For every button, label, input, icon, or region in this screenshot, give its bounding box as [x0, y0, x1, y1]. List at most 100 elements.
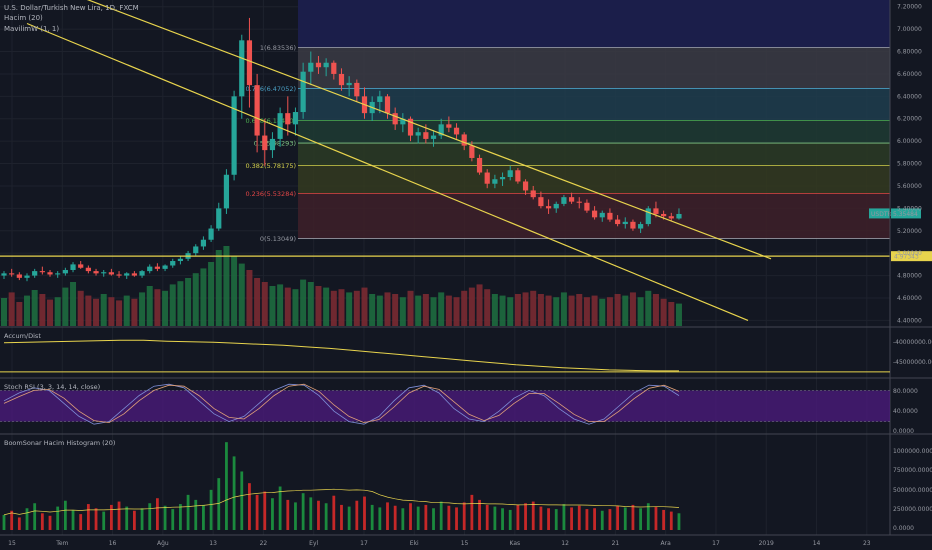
- stoch-pane-title[interactable]: Stoch RSI (3, 3, 14, 14, close): [4, 383, 100, 391]
- time-tick-label: Ara: [661, 540, 672, 547]
- time-tick-label: Ağu: [157, 540, 169, 547]
- candle-body: [599, 212, 605, 218]
- volume-bar: [338, 289, 345, 326]
- price-tick-label: 5.40000: [897, 205, 922, 212]
- time-tick-label: Tem: [55, 540, 68, 547]
- candle-body: [262, 135, 268, 151]
- volume-bar: [392, 294, 399, 326]
- volume-bar: [545, 295, 552, 326]
- volume-bar: [353, 290, 360, 326]
- fibonacci-retracement[interactable]: 1(6.83536) 0.786(6.47052) 0.618(6.18410) 0.…: [245, 0, 890, 243]
- histogram-ma-line: [3, 488, 680, 516]
- histogram-bar: [347, 506, 351, 530]
- candle-body: [653, 208, 659, 214]
- volume-bar: [622, 295, 629, 326]
- volume-bar: [323, 287, 330, 326]
- candle-body: [85, 267, 91, 272]
- histogram-bar: [202, 504, 205, 530]
- volume-bar: [629, 292, 636, 326]
- stoch-tick-label: 40.0000: [893, 408, 918, 415]
- candle-body: [124, 273, 130, 276]
- price-tick-label: 6.60000: [897, 71, 922, 78]
- histogram-bar: [585, 509, 589, 530]
- candle-body: [384, 96, 391, 114]
- histogram-bar: [86, 504, 90, 530]
- fib-level-label: 0.618(6.18410): [245, 117, 296, 125]
- histogram-bar: [340, 504, 343, 530]
- candle-body: [108, 272, 114, 275]
- candle-body: [377, 96, 383, 102]
- fib-level-label: 0(5.13049): [260, 235, 296, 243]
- candle-body: [522, 181, 529, 191]
- candle-body: [607, 212, 613, 220]
- stoch-tick-label: 80.0000: [893, 388, 918, 395]
- price-tick-label: 6.40000: [897, 93, 922, 100]
- volume-bar: [583, 297, 590, 326]
- time-tick-label: 2019: [759, 540, 774, 547]
- candle-body: [561, 197, 567, 204]
- volume-bar: [438, 292, 445, 326]
- histogram-bar: [416, 506, 420, 530]
- candle-body: [668, 216, 674, 219]
- time-tick-label: 17: [360, 540, 368, 547]
- histogram-bar: [148, 503, 152, 530]
- volume-bar: [169, 284, 176, 326]
- histogram-bar: [56, 506, 60, 530]
- histogram-bar: [278, 486, 282, 530]
- volume-bar: [200, 268, 207, 326]
- volume-bar: [31, 290, 38, 326]
- candle-body: [116, 274, 122, 276]
- fib-band-top: [298, 0, 890, 48]
- histogram-bar: [301, 493, 305, 530]
- histogram-bar: [623, 507, 627, 530]
- support-price-badge: [891, 251, 932, 262]
- candle-body: [630, 221, 636, 229]
- volume-bar: [637, 297, 644, 326]
- time-tick-label: 22: [260, 540, 268, 547]
- histogram-bar: [117, 501, 121, 530]
- histogram-bar: [393, 505, 397, 530]
- histogram-bar: [286, 499, 290, 530]
- histogram-bar: [71, 509, 75, 530]
- symbol-title[interactable]: U.S. Dollar/Turkish New Lira, 1D, FXCM: [4, 4, 139, 12]
- accum-pane-title[interactable]: Accum/Dist: [4, 332, 41, 340]
- study-volume-label[interactable]: Hacim (20): [4, 14, 43, 22]
- histogram-bar: [25, 508, 29, 530]
- axes: 15 Tem 16 Ağu 13 22 Eyl 17 Eki 15 Kas 12 21 Ara 17 2019…: [8, 4, 932, 547]
- hist-pane-title[interactable]: BoomSonar Hacim Histogram (20): [4, 439, 115, 447]
- candle-body: [39, 271, 45, 273]
- volume-bar: [468, 287, 475, 326]
- histogram-bar: [646, 503, 650, 530]
- candle-body: [584, 202, 590, 211]
- volume-bar: [8, 292, 15, 326]
- histogram-bar: [524, 503, 527, 530]
- volume-bar: [269, 286, 276, 326]
- histogram-bar: [40, 513, 44, 530]
- fib-level-label: 0.382(5.78175): [245, 162, 296, 170]
- volume-bar: [77, 290, 84, 326]
- volume-bar: [530, 290, 537, 326]
- volume-bar: [292, 289, 299, 326]
- volume-bar: [415, 295, 422, 326]
- candle-body: [170, 261, 176, 266]
- study-ma-label[interactable]: MavilimW (1, 1): [4, 25, 59, 33]
- candle-body: [622, 221, 628, 225]
- time-tick-label: Eyl: [309, 540, 318, 547]
- histogram-bar: [255, 494, 259, 530]
- histogram-bar: [248, 483, 251, 530]
- volume-bar: [430, 297, 437, 326]
- candle-body: [147, 266, 153, 272]
- hist-tick-label: 1000000.0000: [893, 448, 932, 455]
- time-tick-label: 23: [863, 540, 871, 547]
- histogram-bar: [432, 508, 435, 530]
- volume-bar: [522, 292, 529, 326]
- volume-bar: [484, 289, 491, 326]
- candle-body: [177, 258, 184, 262]
- candle-body: [131, 273, 137, 276]
- volume-bar: [215, 250, 222, 326]
- volume-bar: [422, 294, 429, 326]
- volume-bar: [123, 295, 130, 326]
- fib-band: [298, 143, 890, 166]
